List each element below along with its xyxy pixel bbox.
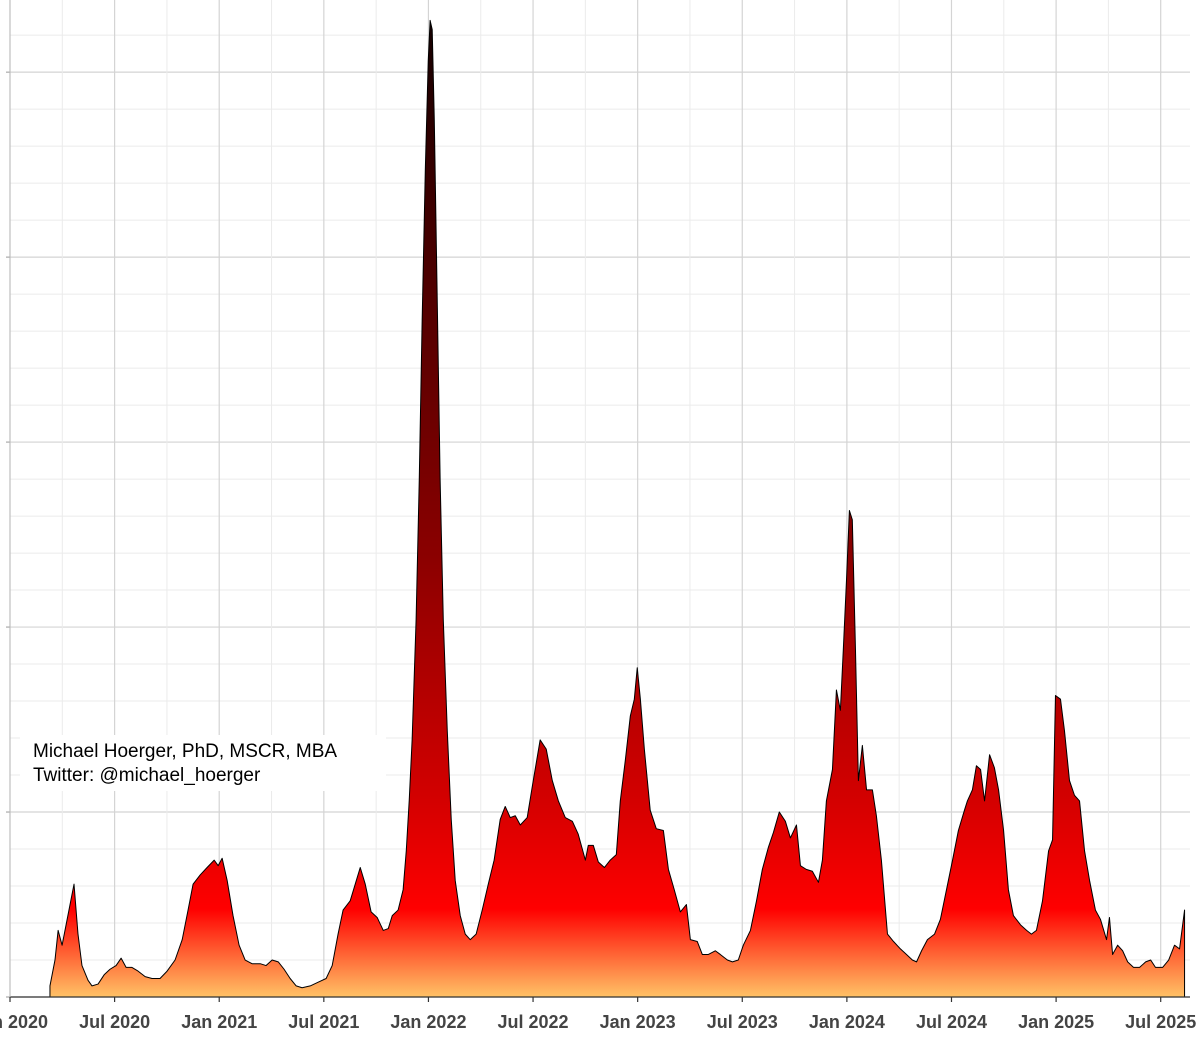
x-tick-label: Jul 2024: [916, 1012, 987, 1032]
axes: Jan 2020 Jul 2020 Jan 2021 Jul 2021 Jan 2022…: [0, 0, 1196, 1032]
grid: [9, 0, 1190, 998]
x-tick-label: Jul 2025: [1125, 1012, 1196, 1032]
x-tick-label: Jul 2022: [498, 1012, 569, 1032]
x-tick-label: Jan 2022: [390, 1012, 466, 1032]
annotation-text: Twitter: @michael_hoerger: [33, 765, 261, 786]
x-tick-label: Jan 2025: [1018, 1012, 1094, 1032]
x-tick-label: Jul 2023: [707, 1012, 778, 1032]
area: [49, 19, 1186, 998]
x-tick-label: Jul 2021: [288, 1012, 359, 1032]
x-tick-label: Jul 2020: [79, 1012, 150, 1032]
x-tick-label: Jan 2023: [600, 1012, 676, 1032]
plot-area: [49, 19, 1186, 998]
x-tick-label: Jan 2020: [0, 1012, 48, 1032]
annotation-text: Michael Hoerger, PhD, MSCR, MBA: [33, 741, 337, 762]
x-tick-label: Jan 2021: [181, 1012, 257, 1032]
annotation-box: [20, 735, 386, 791]
x-tick-label: Jan 2024: [809, 1012, 885, 1032]
